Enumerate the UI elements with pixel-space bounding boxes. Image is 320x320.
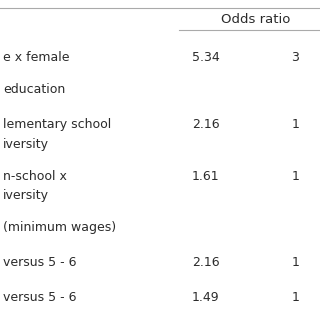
Text: iversity: iversity — [3, 189, 49, 202]
Text: (minimum wages): (minimum wages) — [3, 221, 116, 234]
Text: versus 5 - 6: versus 5 - 6 — [3, 256, 77, 269]
Text: education: education — [3, 83, 66, 96]
Text: 2.16: 2.16 — [192, 118, 220, 132]
Text: 1: 1 — [291, 291, 299, 304]
Text: 1.49: 1.49 — [192, 291, 220, 304]
Text: 3: 3 — [291, 51, 299, 64]
Text: iversity: iversity — [3, 138, 49, 151]
Text: lementary school: lementary school — [3, 118, 111, 132]
Text: 1: 1 — [291, 118, 299, 132]
Text: Odds ratio: Odds ratio — [221, 13, 291, 26]
Text: 1: 1 — [291, 170, 299, 183]
Text: 5.34: 5.34 — [192, 51, 220, 64]
Text: 1.61: 1.61 — [192, 170, 220, 183]
Text: n-school x: n-school x — [3, 170, 67, 183]
Text: e x female: e x female — [3, 51, 70, 64]
Text: 1: 1 — [291, 256, 299, 269]
Text: versus 5 - 6: versus 5 - 6 — [3, 291, 77, 304]
Text: 2.16: 2.16 — [192, 256, 220, 269]
